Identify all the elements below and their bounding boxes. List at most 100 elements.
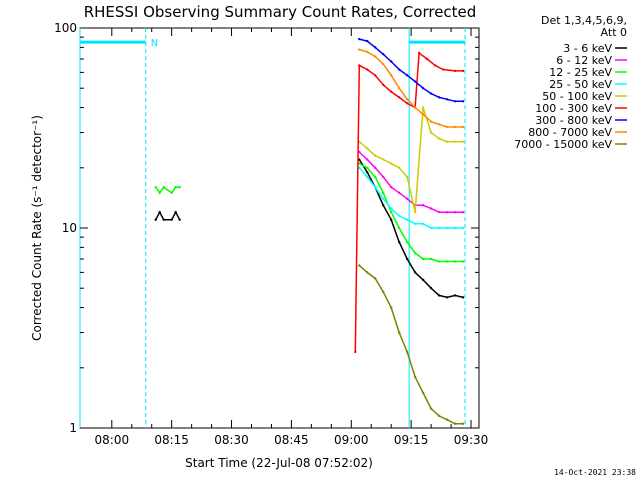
data-point-2-5: [178, 185, 181, 189]
data-point-6-8: [421, 87, 425, 90]
data-point-4-10: [437, 137, 441, 140]
data-point-7-2: [374, 55, 377, 58]
data-point-7-0: [358, 48, 361, 51]
data-point-1-2: [374, 166, 377, 169]
data-point-6-2: [374, 46, 377, 49]
data-point-5-14: [461, 69, 465, 73]
x-tick-label-5: 09:15: [394, 433, 429, 447]
data-point-1-1: [366, 158, 369, 161]
data-point-5-1: [358, 64, 361, 67]
data-point-2-12: [405, 240, 409, 244]
data-point-2-8: [374, 175, 377, 179]
data-point-1-9: [429, 207, 433, 210]
data-point-3-7: [413, 222, 417, 225]
data-point-7-4: [389, 74, 393, 77]
night-flag-label: N: [151, 38, 158, 49]
data-point-1-6: [405, 197, 409, 200]
legend-label-2: 12 - 25 keV: [549, 66, 612, 79]
data-point-6-5: [397, 68, 401, 71]
data-point-6-0: [358, 37, 361, 41]
data-point-4-6: [405, 175, 409, 179]
data-point-7-13: [461, 125, 465, 129]
footer-timestamp: 14-Oct-2021 23:38: [554, 468, 636, 477]
data-point-7-1: [366, 50, 369, 54]
data-point-8-1: [366, 271, 369, 274]
data-point-6-1: [366, 39, 369, 43]
series-line-0-0: [155, 210, 181, 221]
x-axis-label: Start Time (22-Jul-08 07:52:02): [185, 456, 373, 470]
data-point-1-11: [445, 210, 449, 214]
legend-label-1: 6 - 12 keV: [556, 54, 612, 67]
x-tick-label-2: 08:30: [214, 433, 249, 447]
data-point-8-8: [421, 391, 425, 394]
data-point-1-3: [382, 175, 385, 179]
data-point-6-12: [453, 100, 457, 103]
data-point-0-17: [445, 296, 449, 299]
data-point-0-16: [437, 294, 441, 297]
data-point-3-1: [366, 175, 369, 179]
data-point-7-12: [453, 125, 457, 129]
data-point-5-3: [374, 74, 377, 77]
data-point-6-13: [461, 100, 465, 103]
data-point-2-9: [382, 191, 385, 194]
data-point-0-3: [170, 218, 173, 221]
data-point-2-0: [154, 185, 157, 189]
x-tick-label-3: 08:45: [274, 433, 309, 447]
data-point-3-5: [397, 214, 401, 218]
data-point-8-12: [453, 422, 457, 425]
data-point-7-5: [397, 87, 401, 90]
y-tick-label-1: 10: [62, 221, 77, 235]
data-point-8-11: [445, 418, 449, 421]
data-point-3-3: [382, 197, 385, 200]
data-point-0-5: [178, 218, 181, 221]
data-point-7-9: [429, 120, 433, 123]
data-point-5-2: [366, 68, 369, 71]
data-point-8-2: [374, 277, 377, 280]
data-point-4-7: [413, 210, 417, 214]
series-line-7-0: [359, 48, 463, 128]
data-point-0-0: [154, 218, 157, 221]
data-point-8-13: [461, 422, 465, 425]
data-point-6-4: [389, 60, 393, 63]
data-point-7-8: [421, 113, 425, 116]
data-point-0-13: [413, 271, 417, 274]
series-line-2-1: [358, 162, 463, 263]
data-point-0-14: [421, 278, 425, 282]
legend-label-6: 300 - 800 keV: [535, 114, 612, 127]
data-point-5-7: [405, 102, 409, 105]
data-point-1-12: [453, 210, 457, 214]
data-point-4-11: [445, 140, 449, 143]
data-point-6-7: [413, 80, 417, 83]
legend-label-7: 800 - 7000 keV: [528, 126, 612, 139]
data-point-2-7: [366, 166, 369, 169]
legend-title-line-1: Det 1,3,4,5,6,9,: [541, 14, 627, 27]
data-point-0-4: [174, 210, 177, 214]
x-ticks: 08:00 08:15 08:30 08:45 09:00 09:15 09:30: [95, 28, 488, 447]
data-point-4-3: [382, 158, 385, 161]
data-point-0-11: [397, 240, 401, 244]
y-axis-label: Corrected Count Rate (s⁻¹ detector⁻¹): [30, 115, 44, 341]
data-point-1-5: [397, 191, 401, 194]
data-point-2-4: [174, 185, 177, 189]
data-point-6-10: [437, 96, 441, 99]
data-point-5-0: [354, 350, 357, 354]
data-point-4-8: [421, 106, 425, 109]
data-point-5-4: [382, 83, 385, 86]
x-tick-label-1: 08:15: [154, 433, 189, 447]
data-point-2-18: [453, 260, 457, 263]
legend-label-8: 7000 - 15000 keV: [514, 138, 612, 151]
data-point-6-11: [445, 98, 449, 101]
data-point-8-5: [397, 331, 401, 334]
data-point-5-13: [453, 69, 457, 73]
data-point-3-0: [358, 166, 361, 169]
series-line-8-0: [358, 264, 463, 425]
data-point-4-12: [453, 140, 457, 143]
series-2: [154, 162, 465, 263]
data-point-2-15: [429, 257, 433, 261]
data-point-0-18: [453, 294, 457, 297]
data-point-0-19: [461, 296, 465, 299]
data-point-3-11: [445, 226, 449, 230]
data-point-7-6: [405, 98, 409, 101]
